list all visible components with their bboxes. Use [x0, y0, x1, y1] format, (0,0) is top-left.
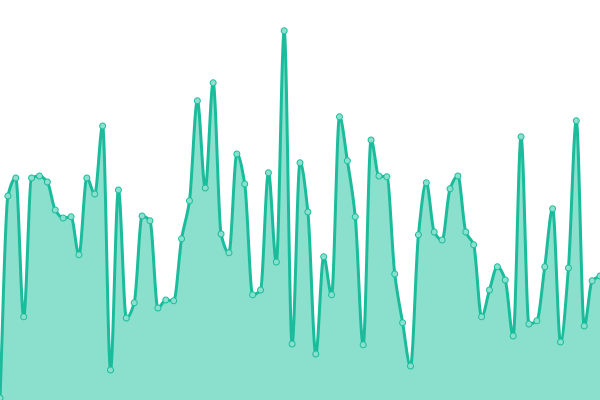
data-point — [264, 169, 272, 177]
data-point — [51, 206, 59, 214]
data-point — [178, 235, 186, 243]
data-point — [422, 179, 430, 187]
data-point — [454, 172, 462, 180]
data-point — [399, 319, 407, 327]
data-point — [130, 299, 138, 307]
data-point — [83, 174, 91, 182]
data-point — [107, 366, 115, 374]
data-point — [280, 27, 288, 35]
data-point — [241, 180, 249, 188]
data-point — [407, 362, 415, 370]
data-point — [257, 286, 265, 294]
data-point — [35, 172, 43, 180]
data-point — [99, 122, 107, 130]
data-point — [304, 208, 312, 216]
data-point — [509, 332, 517, 340]
data-point — [328, 291, 336, 299]
data-point — [351, 213, 359, 221]
data-point — [580, 322, 588, 330]
data-point — [67, 213, 75, 221]
data-point — [28, 174, 36, 182]
data-point — [162, 296, 170, 304]
data-point — [193, 97, 201, 105]
data-point — [359, 341, 367, 349]
data-point — [249, 291, 257, 299]
data-point — [343, 157, 351, 165]
data-point — [517, 133, 525, 141]
data-point — [549, 205, 557, 213]
data-point — [114, 186, 122, 194]
data-point — [201, 184, 209, 192]
data-point — [185, 197, 193, 205]
data-point — [367, 136, 375, 144]
data-point — [391, 270, 399, 278]
data-point — [533, 317, 541, 325]
data-point — [217, 230, 225, 238]
data-point — [493, 263, 501, 271]
data-point — [296, 159, 304, 167]
data-point — [501, 276, 509, 284]
data-point — [138, 212, 146, 220]
data-point — [596, 272, 600, 280]
data-point — [91, 190, 99, 198]
data-point — [485, 286, 493, 294]
data-point — [75, 251, 83, 259]
data-point — [170, 297, 178, 305]
data-point — [209, 79, 217, 87]
data-point — [0, 394, 4, 400]
data-point — [320, 253, 328, 261]
data-point — [375, 172, 383, 180]
data-point — [478, 313, 486, 321]
data-point — [272, 258, 280, 266]
data-point — [122, 314, 130, 322]
data-point — [438, 236, 446, 244]
data-point — [564, 264, 572, 272]
data-point — [557, 338, 565, 346]
data-point — [572, 117, 580, 125]
data-point — [59, 214, 67, 222]
data-point — [588, 277, 596, 285]
data-point — [4, 192, 12, 200]
data-point — [470, 241, 478, 249]
data-point — [335, 113, 343, 121]
data-point — [233, 150, 241, 158]
data-point — [288, 340, 296, 348]
data-point — [446, 185, 454, 193]
data-point — [462, 228, 470, 236]
area-fill — [0, 30, 600, 400]
data-point — [414, 231, 422, 239]
data-point — [43, 178, 51, 186]
data-point — [430, 228, 438, 236]
data-point — [541, 263, 549, 271]
data-point — [525, 320, 533, 328]
data-point — [312, 350, 320, 358]
data-point — [383, 173, 391, 181]
data-point — [12, 174, 20, 182]
data-markers — [0, 27, 600, 400]
data-point — [154, 304, 162, 312]
data-point — [146, 217, 154, 225]
data-point — [20, 313, 28, 321]
data-point — [225, 249, 233, 257]
